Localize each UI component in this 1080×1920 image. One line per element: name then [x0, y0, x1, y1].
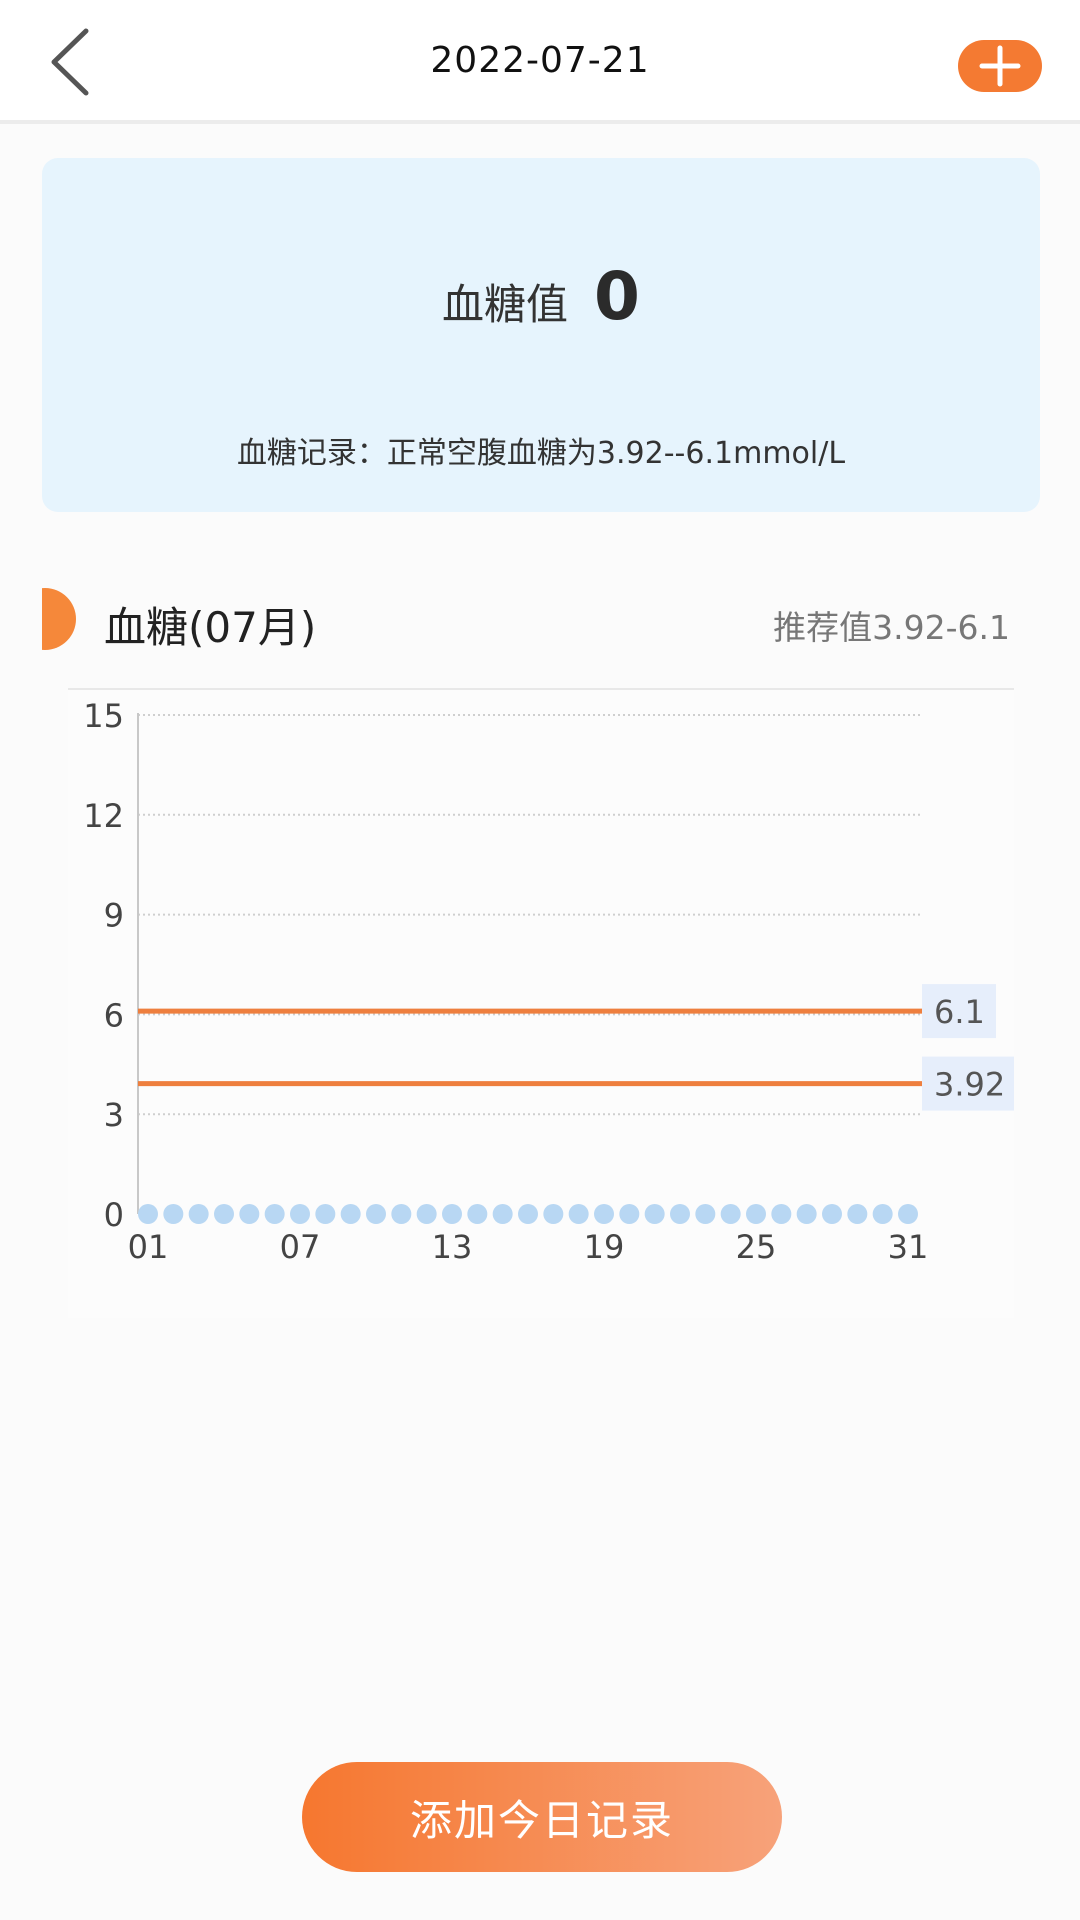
value-number: 0: [594, 258, 640, 335]
data-point: [720, 1204, 741, 1224]
x-tick-label: 25: [736, 1228, 777, 1266]
reference-label-box: [922, 984, 996, 1039]
y-tick-label: 0: [104, 1196, 124, 1234]
data-point: [695, 1204, 716, 1224]
y-tick-label: 12: [83, 797, 124, 835]
section-title: 血糖(07月): [104, 603, 317, 652]
data-point: [366, 1204, 386, 1224]
data-point: [670, 1204, 690, 1224]
blood-sugar-chart: 15 12 9 6 3 001 07 13 19 25 31 6.1 3.92: [83, 697, 1014, 1266]
reference-label: 3.92: [934, 1066, 1005, 1104]
data-point: [467, 1204, 488, 1224]
y-tick-label: 3: [104, 1096, 124, 1134]
y-tick-label: 6: [104, 996, 124, 1034]
data-point: [340, 1204, 361, 1224]
add-button[interactable]: [958, 40, 1042, 92]
data-point: [188, 1204, 209, 1224]
data-point: [492, 1204, 513, 1224]
data-point: [138, 1204, 158, 1224]
data-point: [416, 1204, 437, 1224]
y-tick-label: 9: [104, 897, 124, 935]
app-header: 2022-07-21: [0, 0, 1080, 124]
page-title: 2022-07-21: [430, 40, 650, 81]
data-point: [847, 1204, 868, 1224]
reference-label: 6.1: [934, 993, 985, 1031]
data-point: [214, 1204, 234, 1224]
data-point: [898, 1204, 918, 1224]
back-button[interactable]: [30, 22, 110, 102]
x-tick-label: 07: [280, 1228, 321, 1266]
recommended-range: 推荐值3.92-6.1: [773, 608, 1010, 647]
x-tick-label: 19: [584, 1228, 625, 1266]
value-label: 血糖值: [442, 280, 569, 329]
add-today-record-button[interactable]: 添加今日记录: [302, 1762, 782, 1872]
data-point: [568, 1204, 589, 1224]
data-point: [239, 1204, 260, 1224]
data-point: [796, 1204, 817, 1224]
data-point: [315, 1204, 336, 1224]
data-point: [290, 1204, 310, 1224]
reference-label-box: [922, 1056, 1014, 1111]
data-point: [594, 1204, 614, 1224]
data-point: [872, 1204, 893, 1224]
section-marker-mask: [0, 580, 42, 660]
data-point: [543, 1204, 564, 1224]
blood-sugar-card: 血糖值 0 血糖记录：正常空腹血糖为3.92--6.1mmol/L: [42, 158, 1040, 512]
data-point: [442, 1204, 462, 1224]
y-tick-label: 15: [83, 697, 124, 735]
data-point: [822, 1204, 842, 1224]
chevron-left-icon: [51, 28, 89, 96]
data-point: [518, 1204, 538, 1224]
x-tick-label: 01: [128, 1228, 169, 1266]
data-point: [644, 1204, 665, 1224]
data-point: [771, 1204, 792, 1224]
data-point: [619, 1204, 640, 1224]
data-point: [264, 1204, 285, 1224]
data-point: [391, 1204, 412, 1224]
x-tick-label: 31: [888, 1228, 929, 1266]
data-point: [746, 1204, 766, 1224]
plus-icon: [979, 45, 1021, 87]
data-point: [163, 1204, 184, 1224]
value-row: 血糖值 0: [42, 258, 1040, 335]
x-tick-label: 13: [432, 1228, 473, 1266]
value-note: 血糖记录：正常空腹血糖为3.92--6.1mmol/L: [236, 436, 846, 471]
